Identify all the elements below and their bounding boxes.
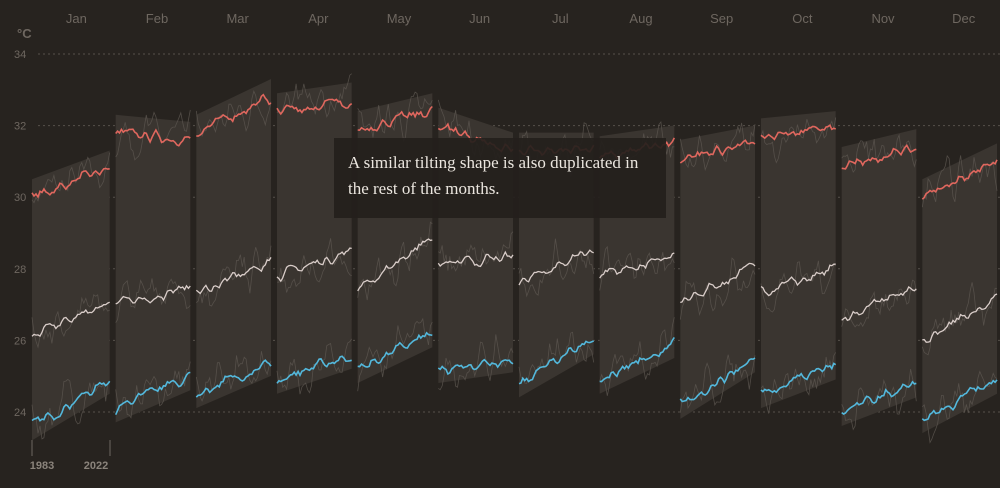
noise-max-sep	[679, 122, 756, 172]
line-min-feb	[114, 371, 191, 416]
line-mean-jul	[518, 249, 594, 286]
noise-mean-mar	[196, 245, 272, 307]
month-label-may: May	[387, 11, 412, 26]
noise-min-jul	[518, 331, 595, 384]
noise-mean-apr	[276, 238, 352, 293]
y-tick-label: 30	[14, 192, 26, 204]
noise-mean-dec	[921, 282, 998, 356]
month-label-nov: Nov	[871, 11, 895, 26]
line-min-jun	[437, 358, 514, 376]
smoothed-series	[31, 93, 998, 422]
noise-mean-jan	[31, 294, 110, 349]
month-label-apr: Apr	[308, 11, 329, 26]
noise-max-oct	[760, 117, 837, 164]
line-mean-dec	[922, 293, 998, 343]
line-max-dec	[921, 159, 998, 200]
annotation-box: A similar tilting shape is also duplicat…	[334, 138, 666, 218]
line-min-jan	[31, 380, 111, 422]
line-min-mar	[195, 359, 272, 398]
noise-max-jan	[31, 152, 111, 204]
annotation-text: A similar tilting shape is also duplicat…	[348, 153, 639, 198]
month-label-mar: Mar	[226, 11, 249, 26]
band-oct	[761, 111, 836, 409]
line-min-aug	[599, 336, 675, 383]
line-max-may	[357, 105, 433, 132]
line-max-oct	[760, 123, 836, 141]
line-mean-apr	[276, 247, 352, 283]
y-axis-unit: °C	[17, 26, 32, 41]
noise-min-nov	[841, 369, 917, 431]
year-end-label: 2022	[84, 460, 108, 472]
band-nov	[841, 129, 917, 426]
noise-mean-jun	[438, 231, 514, 272]
y-tick-label: 26	[14, 335, 26, 347]
month-label-jul: Jul	[552, 11, 569, 26]
line-min-nov	[841, 380, 917, 415]
line-max-apr	[276, 98, 353, 116]
noise-min-jan	[31, 378, 110, 440]
line-min-may	[357, 331, 433, 368]
noise-mean-feb	[115, 278, 191, 323]
band-apr	[277, 82, 352, 394]
month-label-oct: Oct	[792, 11, 813, 26]
line-mean-jan	[31, 301, 110, 338]
line-mean-sep	[680, 262, 756, 304]
line-min-sep	[679, 357, 756, 403]
noise-mean-jul	[518, 238, 595, 298]
noise-min-dec	[922, 370, 998, 444]
line-max-feb	[115, 127, 191, 147]
noise-max-may	[357, 91, 433, 143]
noise-mean-aug	[599, 245, 675, 291]
noise-mean-sep	[679, 257, 756, 320]
line-min-oct	[760, 362, 837, 394]
axis-labels: 24 26 28 30 32 34 °C Jan Feb Mar Apr May Jun Jul Aug Se…	[14, 11, 976, 472]
month-label-feb: Feb	[146, 11, 168, 26]
month-label-aug: Aug	[629, 11, 652, 26]
line-max-sep	[679, 139, 756, 164]
line-min-dec	[921, 379, 998, 422]
band-mar	[196, 78, 271, 409]
line-mean-may	[357, 238, 433, 292]
line-max-nov	[841, 144, 917, 170]
noise-min-sep	[679, 354, 756, 413]
band-jan	[32, 150, 110, 441]
line-mean-mar	[195, 257, 272, 295]
month-label-sep: Sep	[710, 11, 733, 26]
line-max-mar	[196, 93, 272, 137]
line-mean-aug	[599, 252, 675, 279]
line-mean-jun	[437, 250, 514, 268]
line-mean-nov	[841, 286, 917, 322]
line-min-jul	[518, 340, 595, 385]
noise-min-apr	[276, 338, 353, 395]
line-min-apr	[276, 355, 352, 384]
month-label-jun: Jun	[469, 11, 490, 26]
y-tick-label: 24	[14, 407, 26, 419]
noise-min-oct	[760, 352, 837, 414]
month-label-dec: Dec	[952, 11, 976, 26]
noise-max-feb	[115, 109, 191, 161]
noise-min-feb	[115, 361, 191, 419]
y-tick-label: 28	[14, 264, 26, 276]
noise-min-aug	[599, 317, 675, 396]
noise-min-mar	[195, 351, 272, 402]
line-mean-oct	[760, 263, 836, 297]
line-max-jan	[31, 167, 110, 199]
year-start-label: 1983	[30, 460, 54, 472]
noise-max-mar	[195, 89, 272, 138]
line-mean-feb	[115, 284, 191, 305]
y-tick-label: 34	[14, 49, 26, 61]
month-label-jan: Jan	[66, 11, 87, 26]
band-dec	[922, 143, 997, 434]
y-tick-label: 32	[14, 121, 26, 133]
band-sep	[680, 125, 755, 419]
month-bands	[32, 78, 997, 441]
band-feb	[115, 114, 191, 423]
noise-mean-oct	[760, 260, 836, 313]
